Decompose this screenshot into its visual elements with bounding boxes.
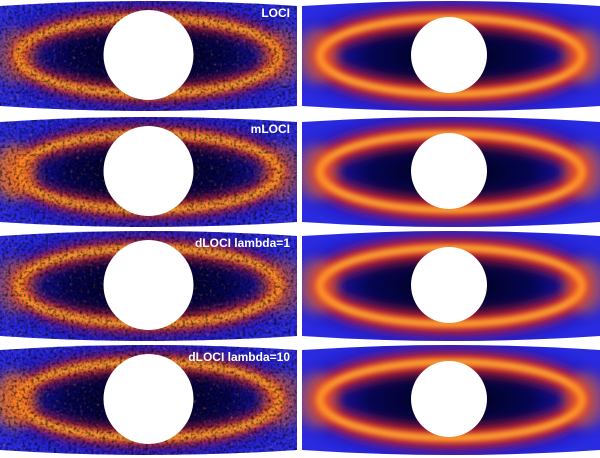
occulting-mask [411, 361, 487, 437]
panel-label: mLOCI [251, 122, 290, 136]
image-panel [302, 345, 600, 455]
image-panel [0, 231, 297, 341]
image-panel [0, 117, 297, 227]
occulting-mask [103, 10, 194, 100]
panel-label: LOCI [261, 6, 290, 20]
image-panel [0, 345, 297, 455]
panel-label: dLOCI lambda=10 [188, 350, 290, 364]
image-panel [302, 231, 600, 341]
occulting-mask [103, 240, 194, 330]
image-panel [302, 1, 600, 111]
occulting-mask [411, 17, 487, 93]
image-panel [302, 117, 600, 227]
panel-label: dLOCI lambda=1 [195, 236, 290, 250]
image-panel [0, 1, 297, 111]
occulting-mask [103, 126, 194, 216]
occulting-mask [103, 354, 194, 444]
occulting-mask [411, 133, 487, 209]
occulting-mask [411, 247, 487, 323]
